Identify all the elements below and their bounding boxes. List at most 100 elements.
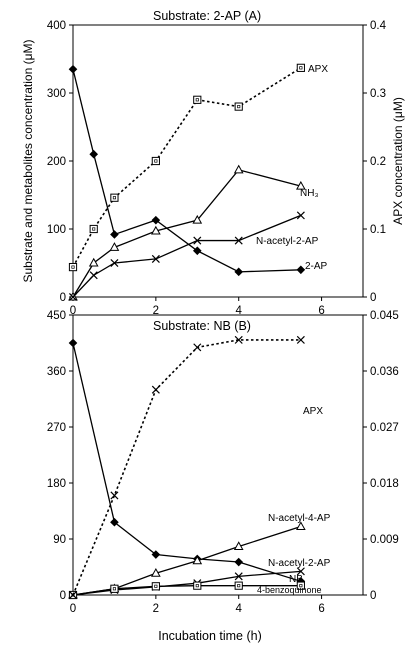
data-point-4-benzoquinone <box>296 581 305 590</box>
panel-a-x-axis: 0 2 4 6 <box>70 297 325 317</box>
panel-b-annotations: APX N-acetyl-4-AP N-acetyl-2-AP NB 4-ben… <box>257 406 331 595</box>
data-point-nh <box>151 225 161 235</box>
series-line-n-acetyl-2-ap <box>72 214 302 298</box>
panel-a-right-axis-label: APX concentration (μM) <box>391 97 405 225</box>
panel-b-x-axis: 0 2 4 6 <box>70 595 325 615</box>
data-point-2-ap <box>89 149 99 159</box>
panel-b-right-tick-label: 0.045 <box>370 310 399 322</box>
data-point-apx <box>68 262 78 272</box>
data-point-n-acetyl-2-ap <box>110 258 119 268</box>
data-point-n-acetyl-2-ap <box>296 567 305 576</box>
series-line-4-benzoquinone <box>72 585 301 596</box>
data-point-n-acetyl-2-ap <box>234 572 243 581</box>
panel-b-left-tick-label: 0 <box>60 590 66 602</box>
data-point-2-ap <box>151 215 161 225</box>
series-line-apx <box>72 339 301 596</box>
data-point-apx <box>234 102 243 111</box>
annotation-apx-b: APX <box>303 406 323 417</box>
data-point-n-acetyl-2-ap <box>296 211 305 220</box>
panel-b-x-tick-label: 0 <box>70 603 76 615</box>
panel-a-x-tick-label: 0 <box>70 305 76 317</box>
panel-b-right-tick-label: 0.009 <box>370 534 399 546</box>
data-point-apx <box>193 95 202 104</box>
panel-b-frame <box>72 314 364 596</box>
data-point-4-benzoquinone <box>193 581 202 590</box>
annotation-n-acetyl-4-ap: N-acetyl-4-AP <box>268 513 331 524</box>
panel-b-right-tick-label: 0 <box>370 590 376 602</box>
data-point-apx <box>110 491 119 500</box>
data-point-nh <box>192 214 203 224</box>
annotation-nb: NB <box>289 574 303 585</box>
series-line-n-acetyl-2-ap <box>72 570 301 596</box>
panel-a-x-tick-label: 6 <box>318 305 324 317</box>
panel-a-left-tick-label: 0 <box>60 292 66 304</box>
data-point-4-benzoquinone <box>151 582 160 591</box>
data-point-apx <box>151 156 160 166</box>
panel-b-left-tick-label: 180 <box>47 478 66 490</box>
series-line-nb <box>72 342 302 582</box>
data-point-2-ap <box>234 267 244 277</box>
data-point-n-acetyl-2-ap <box>151 254 160 263</box>
panel-b-left-tick-label: 270 <box>47 422 66 434</box>
panel-a-title: Substrate: 2-AP (A) <box>153 9 261 23</box>
data-point-nh <box>88 257 99 267</box>
data-point-n-acetyl-2-ap <box>89 271 98 280</box>
panel-b-right-tick-label: 0.036 <box>370 366 399 378</box>
panel-b-x-tick-label: 2 <box>153 603 159 615</box>
panel-b-series <box>68 335 306 600</box>
data-point-apx <box>68 590 78 600</box>
annotation-2-ap: 2-AP <box>305 261 328 272</box>
data-point-apx <box>296 63 305 72</box>
data-point-apx <box>193 343 202 352</box>
panel-b-right-tick-label: 0.018 <box>370 478 399 490</box>
panel-a-right-tick-label: 0.2 <box>370 156 386 168</box>
x-axis-label: Incubation time (h) <box>158 629 262 643</box>
data-point-2-ap <box>68 64 78 74</box>
data-point-apx <box>151 385 160 394</box>
data-point-n-acetyl-4-ap <box>233 541 244 550</box>
panel-a-x-tick-label: 2 <box>153 305 159 317</box>
panel-b-left-tick-label: 450 <box>47 310 66 322</box>
panel-a-left-tick-label: 100 <box>47 224 66 236</box>
panel-b-right-tick-label: 0.027 <box>370 422 399 434</box>
panel-a-right-tick-label: 0.1 <box>370 224 386 236</box>
data-point-2-ap <box>110 230 119 239</box>
data-point-nh <box>109 242 120 251</box>
panel-b-x-tick-label: 4 <box>236 603 243 615</box>
panel-b-right-axis: 0 0.009 0.018 0.027 0.036 0.045 <box>363 310 399 602</box>
panel-b-title: Substrate: NB (B) <box>153 319 251 333</box>
annotation-apx: APX <box>308 64 328 75</box>
panel-b-left-axis: 0 90 180 270 360 450 <box>47 310 73 602</box>
annotation-n-acetyl-2-ap-b: N-acetyl-2-AP <box>268 558 331 569</box>
panel-b-left-tick-label: 360 <box>47 366 66 378</box>
panel-a-left-tick-label: 300 <box>47 88 66 100</box>
data-point-2-ap <box>192 246 202 256</box>
data-point-apx <box>234 335 243 344</box>
data-point-n-acetyl-2-ap <box>68 292 78 302</box>
data-point-n-acetyl-4-ap <box>151 567 161 577</box>
panel-a-x-tick-label: 4 <box>236 305 243 317</box>
panel-a-left-tick-label: 400 <box>47 20 66 32</box>
data-point-n-acetyl-2-ap <box>193 236 202 245</box>
data-point-n-acetyl-4-ap <box>192 555 203 565</box>
data-point-n-acetyl-4-ap <box>296 521 306 531</box>
annotation-4-benzoquinone: 4-benzoquinone <box>257 585 322 595</box>
panel-b-x-tick-label: 6 <box>318 603 324 615</box>
panel-b-left-tick-label: 90 <box>53 534 66 546</box>
panel-a-right-tick-label: 0 <box>370 292 376 304</box>
panel-a-right-tick-label: 0.4 <box>370 20 387 32</box>
data-point-nh <box>233 164 244 174</box>
panel-a-left-tick-label: 200 <box>47 156 66 168</box>
data-point-nb <box>151 550 161 559</box>
data-point-nb <box>234 557 244 567</box>
series-line-nh <box>72 169 302 298</box>
panel-a: Substrate: 2-AP (A) 0 100 200 300 400 0 0.1 0.… <box>21 9 405 317</box>
annotation-nh3: NH₃ <box>300 188 319 199</box>
panel-a-right-axis: 0 0.1 0.2 0.3 0.4 <box>363 20 387 304</box>
panel-a-right-tick-label: 0.3 <box>370 88 386 100</box>
data-point-4-benzoquinone <box>110 584 119 593</box>
data-point-nb <box>110 517 119 527</box>
data-point-apx <box>110 193 119 202</box>
panel-b: Substrate: NB (B) 0 90 180 270 360 450 0 0.009… <box>47 310 399 643</box>
